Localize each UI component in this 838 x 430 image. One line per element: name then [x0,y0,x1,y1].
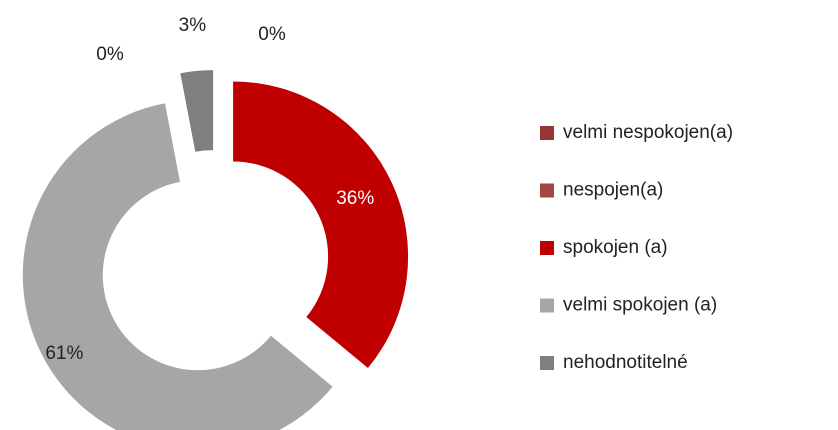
data-label: 36% [336,188,374,209]
legend-label: velmi spokojen (a) [563,295,717,316]
legend-label: spokojen (a) [563,237,668,258]
data-label: 3% [179,15,207,36]
data-label: 0% [258,24,286,45]
donut-slice [22,103,333,430]
legend-swatch [540,298,554,313]
legend-swatch [540,241,554,255]
data-label: 0% [96,44,124,65]
donut-slice [233,81,409,369]
legend-swatch [540,126,554,140]
legend-label: nehodnotitelné [563,352,688,373]
legend-label: velmi nespokojen(a) [563,122,733,143]
legend-swatch [540,183,554,198]
legend-label: nespojen(a) [563,180,663,201]
donut-slice [180,70,214,152]
data-label: 61% [45,343,83,364]
legend-swatch [540,356,554,370]
